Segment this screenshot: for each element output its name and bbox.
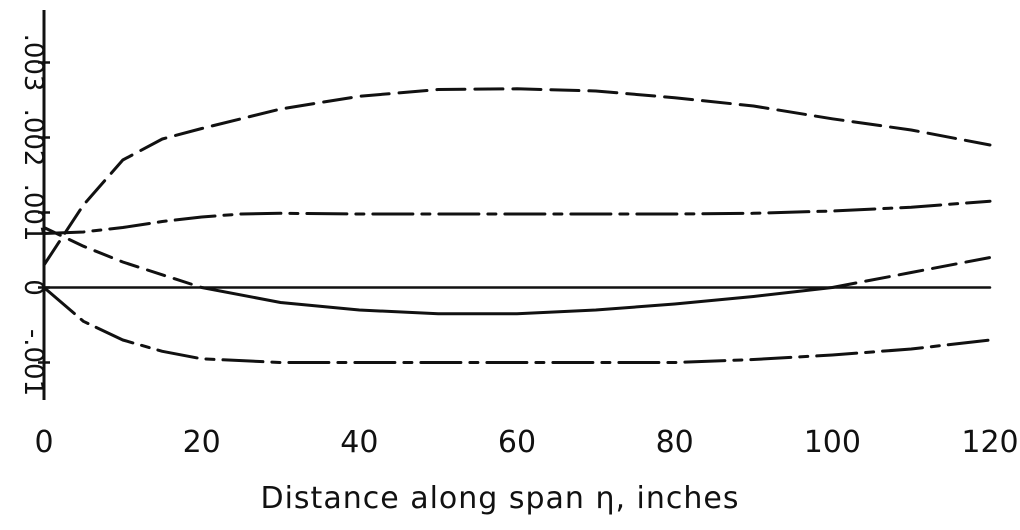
y-tick-label: .002: [18, 109, 48, 167]
x-tick-label: 60: [498, 425, 536, 460]
y-tick-label: .003: [18, 34, 48, 92]
series-line-3-left: [42, 226, 204, 289]
series-line-4: [42, 286, 992, 364]
series-line-3-right: [830, 256, 992, 289]
ticks-group: 0 20 40 60 80 100 120 -.001 0 .001 .002 .003: [18, 34, 1019, 460]
y-tick-label: .001: [18, 184, 48, 242]
y-tick-label: 0: [18, 279, 48, 296]
x-tick-label: 0: [34, 425, 53, 460]
series-group: [42, 87, 992, 364]
series-line-2: [42, 199, 992, 235]
x-tick-label: 40: [340, 425, 378, 460]
x-tick-label: 80: [656, 425, 694, 460]
x-tick-label: 100: [804, 425, 861, 460]
x-axis-label: Distance along span η, inches: [260, 481, 739, 516]
x-tick-label: 120: [961, 425, 1018, 460]
x-tick-label: 20: [183, 425, 221, 460]
series-line-3-middle: [200, 286, 834, 316]
y-tick-label: -.001: [18, 329, 48, 396]
series-line-1: [42, 87, 992, 267]
